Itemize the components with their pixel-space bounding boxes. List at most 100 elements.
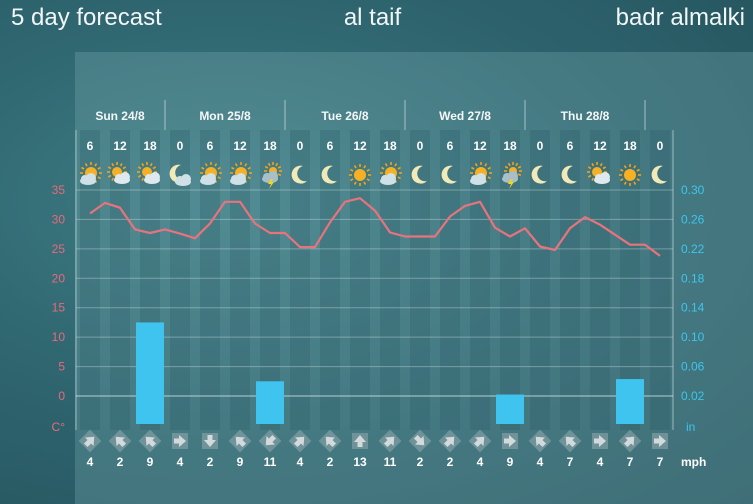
moon-icon	[291, 165, 307, 184]
hour-label: 0	[177, 139, 184, 153]
wind-arrow-icon	[438, 429, 462, 453]
column-stripe	[170, 130, 190, 430]
hour-label: 12	[593, 139, 607, 153]
column-stripe	[410, 130, 430, 430]
day-label: Mon 25/8	[199, 109, 251, 123]
temp-tick-label: 30	[52, 212, 66, 226]
column-stripe	[530, 130, 550, 430]
precip-tick-label: 0.02	[681, 389, 705, 403]
wind-speed-label: 4	[297, 455, 304, 469]
hour-label: 18	[383, 139, 397, 153]
cloud-sun-icon	[587, 162, 610, 184]
moon-icon	[651, 165, 667, 184]
hour-label: 6	[567, 139, 574, 153]
temp-tick-label: 20	[52, 271, 66, 285]
wind-arrow-icon	[378, 429, 402, 453]
hour-label: 6	[327, 139, 334, 153]
hour-label: 12	[233, 139, 247, 153]
precip-tick-label: 0.06	[681, 360, 705, 374]
wind-speed-label: 2	[327, 455, 334, 469]
sun-cloud-icon	[200, 162, 222, 185]
page-title: 5 day forecast	[11, 4, 162, 31]
column-stripe	[620, 130, 640, 430]
moon-cloud-icon	[169, 164, 191, 186]
hour-label: 0	[417, 139, 424, 153]
precip-tick-label: 0.26	[681, 212, 705, 226]
precip-tick-label: 0.22	[681, 242, 705, 256]
precip-bars	[136, 322, 644, 424]
moon-icon	[411, 165, 427, 184]
wind-speed-label: 7	[627, 455, 634, 469]
storm-icon	[262, 162, 282, 189]
hour-label: 0	[297, 139, 304, 153]
hour-label: 6	[207, 139, 214, 153]
wind-speed-label: 2	[447, 455, 454, 469]
precip-tick-label: 0.30	[681, 183, 705, 197]
wind-speed-label: 2	[117, 455, 124, 469]
wind-arrow-icon	[202, 433, 218, 449]
hour-label: 0	[537, 139, 544, 153]
sun-cloud-icon	[380, 162, 402, 185]
temp-tick-label: 0	[58, 389, 65, 403]
temp-tick-label: 25	[52, 242, 66, 256]
wind-arrow-icon	[408, 429, 432, 453]
wind-speed-label: 2	[417, 455, 424, 469]
hour-label: 6	[87, 139, 94, 153]
hour-label: 12	[473, 139, 487, 153]
day-label: Sun 24/8	[95, 109, 145, 123]
temp-unit-label: C°	[52, 420, 66, 434]
wind-arrow-icon	[558, 429, 582, 453]
location-title: al taif	[343, 4, 402, 31]
day-label: Tue 26/8	[321, 109, 368, 123]
column-stripes	[80, 130, 670, 430]
wind-arrow-icon	[618, 429, 642, 453]
moon-icon	[321, 165, 337, 184]
cloud-sun-icon	[137, 162, 160, 184]
wind-speed-label: 2	[207, 455, 214, 469]
wind-arrow-icon	[228, 429, 252, 453]
hour-label: 12	[113, 139, 127, 153]
column-stripe	[470, 130, 490, 430]
precip-tick-label: 0.18	[681, 271, 705, 285]
hour-label: 18	[263, 139, 277, 153]
column-stripe	[290, 130, 310, 430]
wind-arrow-icon	[468, 429, 492, 453]
column-stripe	[230, 130, 250, 430]
wind-speed-label: 4	[477, 455, 484, 469]
wind-arrow-icon	[528, 429, 552, 453]
wind-arrow-icon	[78, 429, 102, 453]
wind-arrow-icon	[172, 433, 188, 449]
storm-icon	[502, 162, 522, 189]
moon-icon	[441, 165, 457, 184]
forecast-panel	[75, 52, 753, 504]
wind-arrow-icon	[592, 433, 608, 449]
wind-speed-label: 13	[353, 455, 367, 469]
column-stripe	[650, 130, 670, 430]
cloud-sun-icon	[107, 162, 130, 184]
column-stripe	[260, 130, 280, 430]
day-label: Wed 27/8	[439, 109, 491, 123]
precip-bar	[616, 379, 644, 424]
precip-tick-label: 0.14	[681, 301, 705, 315]
sun-cloud-icon	[230, 162, 252, 185]
wind-speed-label: 9	[237, 455, 244, 469]
column-stripe	[80, 130, 100, 430]
precip-bar	[136, 322, 164, 424]
sun-icon	[349, 164, 371, 186]
column-stripe	[590, 130, 610, 430]
hour-label: 18	[143, 139, 157, 153]
wind-arrow-icon	[138, 429, 162, 453]
wind-speed-label: 9	[147, 455, 154, 469]
column-stripe	[320, 130, 340, 430]
wind-arrow-icon	[318, 429, 342, 453]
wind-arrow-icon	[652, 433, 668, 449]
column-stripe	[350, 130, 370, 430]
author-name: badr almalki	[615, 4, 745, 31]
moon-icon	[531, 165, 547, 184]
wind-speed-label: 4	[177, 455, 184, 469]
wind-arrow-icon	[108, 429, 132, 453]
precip-tick-label: 0.10	[681, 330, 705, 344]
day-label: Thu 28/8	[561, 109, 610, 123]
column-stripe	[440, 130, 460, 430]
sun-icon	[619, 164, 641, 186]
